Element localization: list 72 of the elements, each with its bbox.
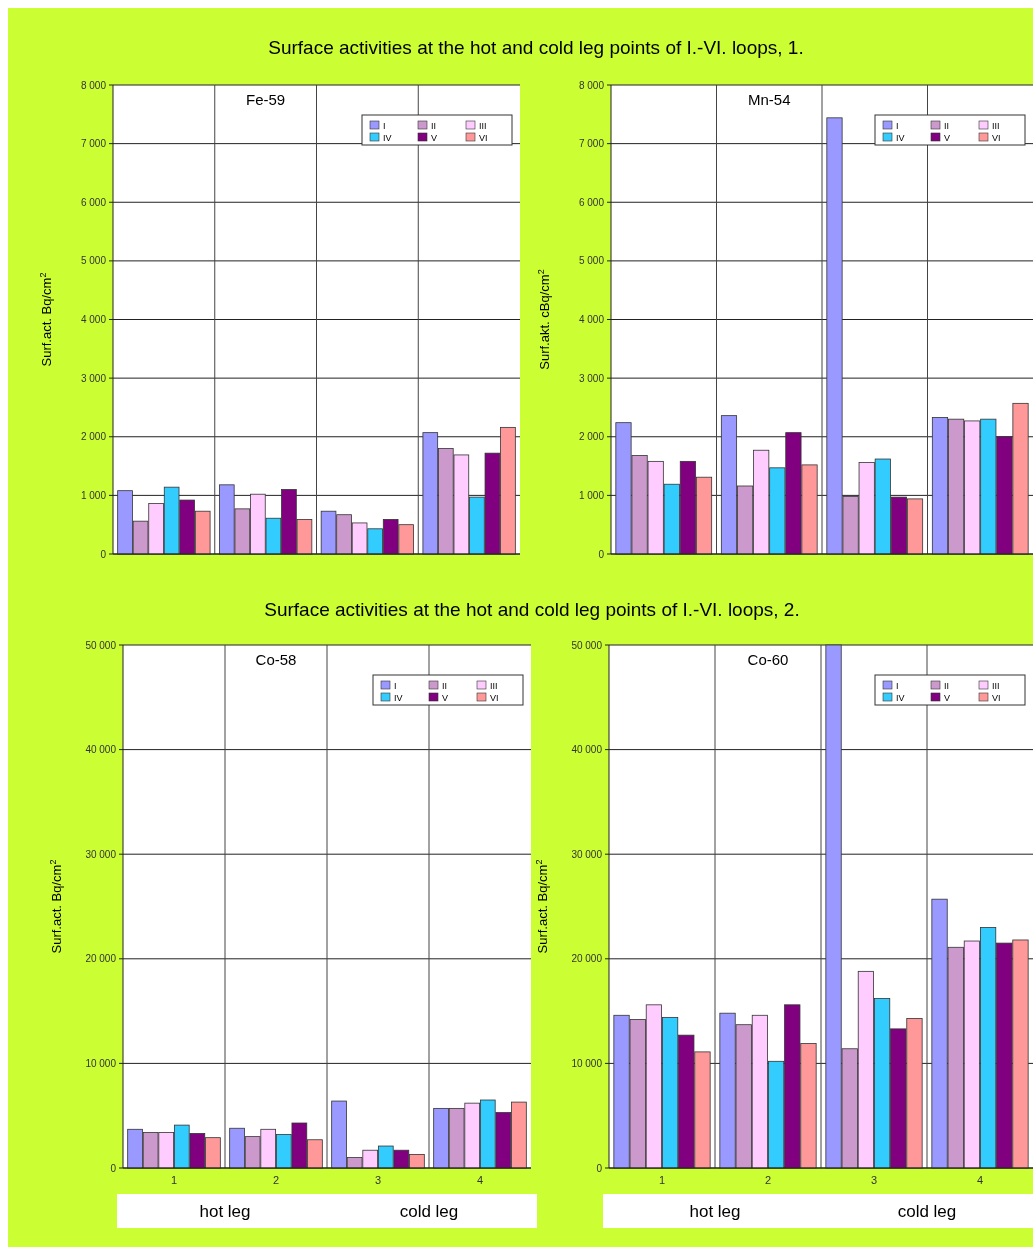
y-tick-label: 30 000 [85,848,117,860]
y-tick-label: 7 000 [578,138,605,150]
legend-label: IV [394,692,403,703]
text: cold leg [399,1202,459,1221]
legend-label: IV [896,132,905,143]
x-tick-label: 4 [976,1174,984,1186]
legend-label: I [896,120,899,131]
text: hot leg [689,1202,741,1221]
legend-label: VI [490,692,499,703]
x-tick-label: 3 [374,1174,382,1186]
y-tick-label: 4 000 [578,314,605,325]
chart-title: Surface activities at the hot and cold leg points of I.-VI. loops, 2. [264,599,800,620]
y-tick-label: 0 [598,548,605,560]
y-tick-label: 50 000 [85,639,117,651]
y-tick-label: 0 [110,1162,117,1174]
legend-label: III [479,120,487,131]
y-tick-label: 3 000 [80,372,107,384]
y-tick-label: 20 000 [571,953,603,965]
chart-subtitle: Mn-54 [747,91,791,108]
chart-subtitle: Fe-59 [246,91,286,108]
y-tick-label: 8 000 [578,79,605,91]
y-tick-label: 40 000 [85,744,117,756]
y-tick-label: 5 000 [80,255,107,267]
legend-label: IV [383,132,392,143]
x-tick-label: 1 [170,1174,178,1186]
chart-subtitle: Co-58 [255,651,297,668]
text: hot leg [199,1202,251,1221]
legend-label: II [442,680,448,691]
legend-label: III [992,120,1000,131]
y-tick-label: 30 000 [571,848,603,860]
y-tick-label: 10 000 [571,1057,603,1069]
x-tick-label: 4 [476,1174,484,1186]
legend-label: III [992,680,1000,691]
y-tick-label: 8 000 [80,79,107,91]
legend-label: VI [992,692,1001,703]
legend-label: II [944,680,950,691]
y-tick-label: 7 000 [80,138,107,150]
legend-label: V [431,132,438,143]
y-tick-label: 0 [100,548,107,560]
legend-label: VI [992,132,1001,143]
legend-label: I [394,680,397,691]
legend-label: V [944,692,951,703]
x-tick-label: 2 [272,1174,280,1186]
y-tick-label: 1 000 [578,489,605,501]
legend-label: V [944,132,951,143]
legend-label: II [944,120,950,131]
legend-label: IV [896,692,905,703]
y-tick-label: 6 000 [80,196,107,208]
y-tick-label: 1 000 [80,489,107,501]
y-tick-label: 3 000 [578,372,605,384]
y-tick-label: 20 000 [85,953,117,965]
y-tick-label: 40 000 [571,744,603,756]
chart-title: Surface activities at the hot and cold leg points of I.-VI. loops, 1. [268,37,804,58]
chart-subtitle: Co-60 [747,651,789,668]
legend-label: V [442,692,449,703]
y-tick-label: 5 000 [578,255,605,267]
y-tick-label: 0 [596,1162,603,1174]
legend-label: II [431,120,437,131]
x-tick-label: 2 [764,1174,772,1186]
legend-label: I [896,680,899,691]
y-tick-label: 6 000 [578,196,605,208]
legend-label: VI [479,132,488,143]
text: cold leg [897,1202,957,1221]
legend-label: III [490,680,498,691]
x-tick-label: 1 [658,1174,666,1186]
y-tick-label: 2 000 [80,431,107,443]
y-tick-label: 10 000 [85,1057,117,1069]
y-tick-label: 4 000 [80,314,107,325]
y-tick-label: 2 000 [578,431,605,443]
x-tick-label: 3 [870,1174,878,1186]
y-tick-label: 50 000 [571,639,603,651]
legend-label: I [383,120,386,131]
